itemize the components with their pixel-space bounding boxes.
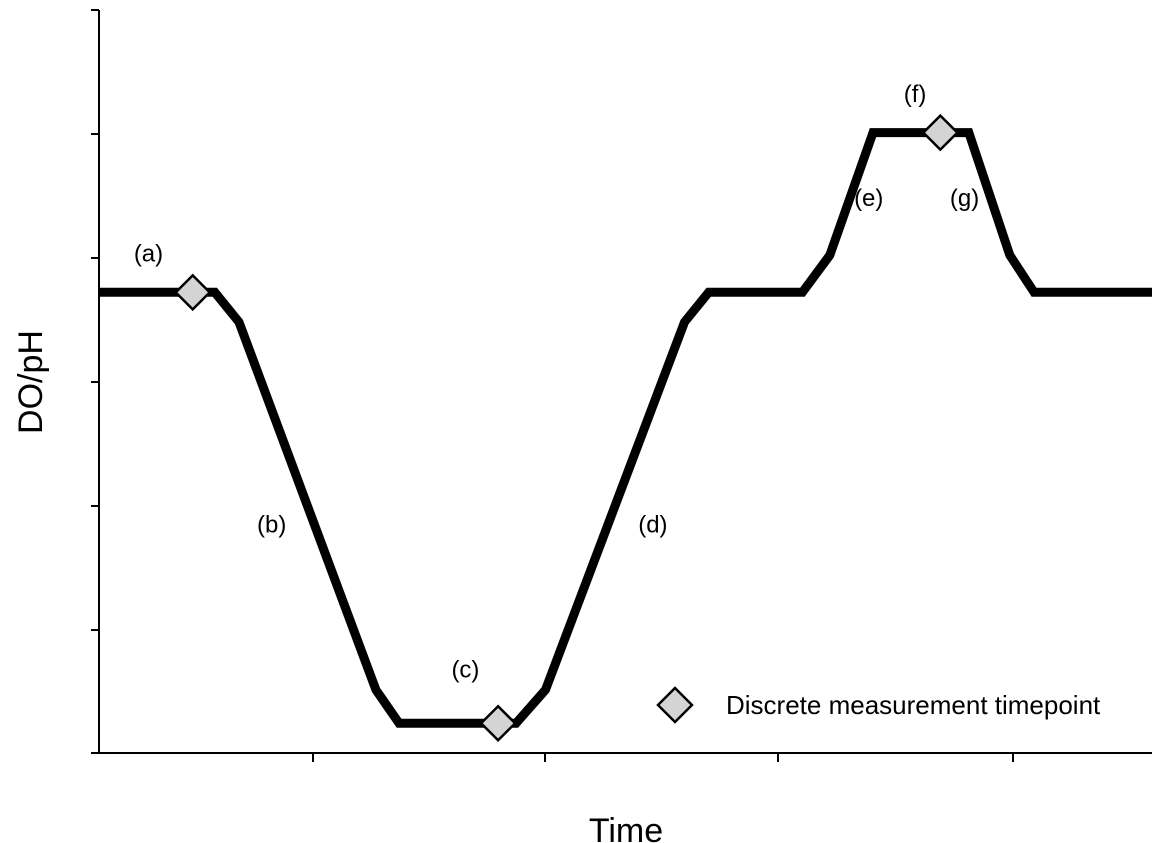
annotation-label: (g) <box>950 185 979 212</box>
measurement-marker-1 <box>479 704 517 743</box>
annotation-label: (a) <box>134 241 163 268</box>
legend: Discrete measurement timepoint <box>656 686 1101 724</box>
legend-entry-label: Discrete measurement timepoint <box>726 690 1101 720</box>
measurement-marker-2 <box>921 113 960 152</box>
series-line-0 <box>99 128 1152 728</box>
y-ticks <box>91 9 99 754</box>
annotation-label: (e) <box>854 185 883 212</box>
marker-layer <box>173 113 960 743</box>
y-axis-label: DO/pH <box>12 330 50 434</box>
axes <box>91 9 1152 762</box>
x-ticks <box>312 753 1014 762</box>
annotation-label: (c) <box>451 657 479 684</box>
annotation-layer: (a) (b) (c) (d) (e) (f) (g) <box>134 81 979 684</box>
measurement-marker-0 <box>173 273 212 312</box>
x-axis-label: Time <box>589 812 663 843</box>
annotation-label: (b) <box>257 512 286 539</box>
legend-marker <box>656 686 694 724</box>
series-layer <box>99 128 1152 728</box>
annotation-label: (f) <box>904 81 927 108</box>
annotation-label: (d) <box>638 512 667 539</box>
